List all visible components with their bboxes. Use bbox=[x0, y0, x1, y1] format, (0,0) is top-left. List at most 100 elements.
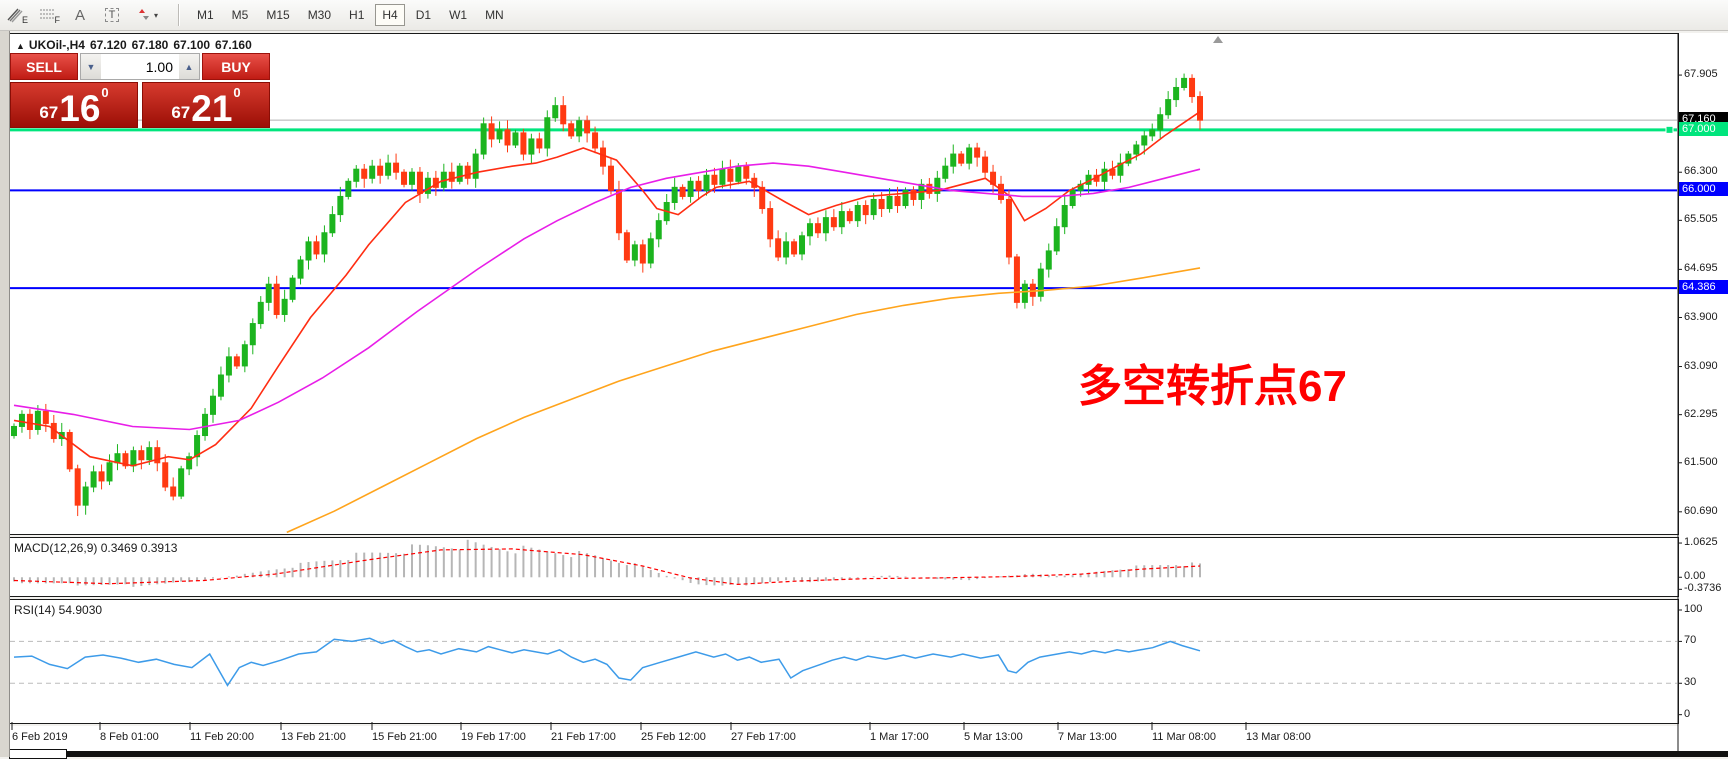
candle-body bbox=[846, 211, 853, 222]
mid-ma-line bbox=[13, 162, 1201, 431]
date-axis-label: 11 Feb 20:00 bbox=[190, 731, 255, 743]
macd-label: MACD(12,26,9) 0.3469 0.3913 bbox=[14, 541, 178, 555]
macd-axis-tick: 0.00 bbox=[1684, 570, 1706, 583]
candle-body bbox=[233, 356, 240, 367]
candle-body bbox=[982, 156, 989, 173]
date-axis-label: 27 Feb 17:00 bbox=[731, 731, 796, 743]
date-axis-strip bbox=[9, 726, 1728, 751]
candle-body bbox=[600, 147, 607, 167]
chart-annotation-text: 多空转折点67 bbox=[1078, 362, 1347, 411]
arrow-style-tool-button[interactable]: ▾ bbox=[128, 3, 168, 27]
candle-body bbox=[902, 189, 909, 207]
candle-body bbox=[408, 171, 415, 185]
timeframe-button-m5[interactable]: M5 bbox=[225, 4, 256, 26]
candle-body bbox=[838, 211, 845, 228]
candle-body bbox=[146, 447, 153, 461]
candle-body bbox=[1045, 250, 1052, 270]
channel-lines-tool-button[interactable]: E bbox=[0, 3, 32, 27]
candle-body bbox=[512, 132, 519, 146]
date-axis-label: 5 Mar 13:00 bbox=[964, 731, 1023, 743]
candle-body bbox=[448, 171, 455, 182]
text-label-tool-button[interactable]: A bbox=[64, 3, 96, 27]
level-drag-handle bbox=[1665, 125, 1674, 134]
timeframe-button-d1[interactable]: D1 bbox=[409, 4, 438, 26]
timeframe-button-w1[interactable]: W1 bbox=[442, 4, 474, 26]
ohlc-close: 67.160 bbox=[215, 38, 252, 52]
main-chart-panel[interactable] bbox=[9, 33, 1679, 535]
rsi-axis-tick: 30 bbox=[1684, 676, 1697, 689]
candle-body bbox=[265, 283, 272, 303]
candle-body bbox=[862, 205, 869, 216]
candle-body bbox=[966, 147, 973, 164]
candle-body bbox=[401, 171, 408, 185]
volume-spinner: ▼ ▲ bbox=[80, 53, 200, 80]
candle-body bbox=[1197, 96, 1203, 121]
candle-body bbox=[536, 138, 543, 149]
textbox-t-icon: T bbox=[104, 8, 120, 22]
date-axis-label: 15 Feb 21:00 bbox=[372, 731, 437, 743]
buy-quote[interactable]: 67 21 0 bbox=[142, 82, 270, 128]
candle-body bbox=[305, 241, 312, 261]
buy-button[interactable]: BUY bbox=[202, 53, 270, 80]
volume-increase-button[interactable]: ▲ bbox=[179, 54, 199, 79]
sell-quote[interactable]: 67 16 0 bbox=[10, 82, 138, 128]
candle-body bbox=[655, 220, 662, 240]
date-axis-label: 25 Feb 12:00 bbox=[641, 731, 706, 743]
timeframe-button-m15[interactable]: M15 bbox=[259, 4, 296, 26]
fibonacci-tool-button[interactable]: F bbox=[32, 3, 64, 27]
candle-body bbox=[385, 162, 392, 176]
sell-quote-big: 16 bbox=[59, 87, 101, 129]
dropdown-caret-icon: ▾ bbox=[153, 10, 158, 20]
candle-body bbox=[225, 356, 232, 376]
candle-body bbox=[1141, 135, 1148, 146]
timeframe-button-h4[interactable]: H4 bbox=[375, 4, 405, 26]
candle-body bbox=[544, 117, 551, 149]
ohlc-open: 67.120 bbox=[89, 38, 127, 52]
candle-body bbox=[679, 186, 686, 197]
textbox-tool-button[interactable]: T bbox=[96, 3, 128, 27]
rsi-panel[interactable] bbox=[9, 599, 1679, 724]
candle-body bbox=[743, 165, 750, 179]
candle-body bbox=[369, 165, 376, 179]
candle-body bbox=[345, 180, 352, 197]
candle-body bbox=[703, 174, 710, 191]
volume-input[interactable] bbox=[101, 54, 179, 79]
price-axis-tick: 60.690 bbox=[1684, 504, 1718, 517]
price-axis-tick: 62.295 bbox=[1684, 407, 1718, 420]
candle-body bbox=[154, 447, 161, 464]
candle-body bbox=[806, 223, 813, 237]
timeframe-button-mn[interactable]: MN bbox=[478, 4, 511, 26]
candle-body bbox=[1037, 268, 1044, 297]
candle-body bbox=[934, 177, 941, 194]
candle-body bbox=[329, 214, 336, 234]
date-axis-label: 13 Mar 08:00 bbox=[1246, 731, 1311, 743]
candle-body bbox=[1053, 226, 1060, 252]
candle-body bbox=[647, 238, 654, 264]
timeframe-button-m30[interactable]: M30 bbox=[301, 4, 338, 26]
timeframe-button-m1[interactable]: M1 bbox=[190, 4, 221, 26]
timeframe-button-h1[interactable]: H1 bbox=[342, 4, 371, 26]
candle-body bbox=[799, 235, 806, 255]
candle-body bbox=[186, 456, 193, 470]
candle-body bbox=[42, 410, 49, 424]
candle-body bbox=[313, 241, 320, 255]
collapse-triangle-icon[interactable]: ▲ bbox=[16, 41, 25, 51]
sell-button[interactable]: SELL bbox=[10, 53, 78, 80]
price-axis-strip bbox=[1678, 33, 1728, 751]
candle-body bbox=[337, 195, 344, 216]
volume-decrease-button[interactable]: ▼ bbox=[81, 54, 101, 79]
candle-body bbox=[273, 283, 280, 315]
candle-body bbox=[607, 165, 614, 191]
candle-body bbox=[735, 165, 742, 182]
candle-body bbox=[528, 138, 535, 155]
candle-body bbox=[202, 413, 209, 437]
scroll-to-end-icon[interactable] bbox=[1213, 36, 1223, 43]
date-axis-label: 8 Feb 01:00 bbox=[100, 731, 159, 743]
candle-body bbox=[552, 105, 559, 119]
rsi-axis-tick: 0 bbox=[1684, 707, 1691, 720]
macd-panel[interactable] bbox=[9, 537, 1679, 597]
candle-body bbox=[289, 277, 296, 300]
level-price-badge: 67.000 bbox=[1679, 121, 1728, 136]
candle-body bbox=[170, 486, 177, 497]
